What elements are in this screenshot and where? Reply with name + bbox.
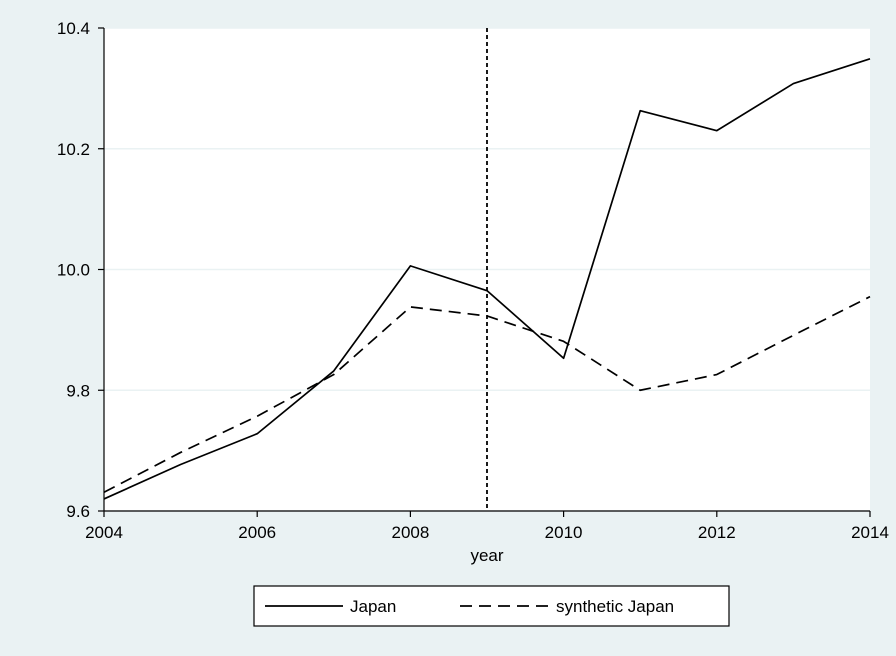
x-tick-label: 2006	[238, 523, 276, 542]
x-tick-label: 2010	[545, 523, 583, 542]
legend-label: synthetic Japan	[556, 597, 674, 616]
y-tick-label: 9.6	[66, 502, 90, 521]
legend-label: Japan	[350, 597, 396, 616]
y-axis-ticks: 9.6 9.8 10.0 10.2 10.4	[57, 19, 104, 521]
x-tick-label: 2004	[85, 523, 123, 542]
x-tick-label: 2012	[698, 523, 736, 542]
y-tick-label: 10.4	[57, 19, 90, 38]
y-tick-label: 10.0	[57, 261, 90, 280]
x-axis-title: year	[470, 546, 503, 565]
legend: Japan synthetic Japan	[253, 585, 730, 627]
series-lines	[103, 57, 871, 500]
x-axis-ticks: 2004 2006 2008 2010 2012 2014	[85, 511, 889, 542]
y-tick-label: 10.2	[57, 140, 90, 159]
x-tick-label: 2008	[391, 523, 429, 542]
series-line-japan	[103, 57, 871, 500]
series-line-synthetic-japan	[103, 295, 871, 494]
x-tick-label: 2014	[851, 523, 889, 542]
y-tick-label: 9.8	[66, 381, 90, 400]
